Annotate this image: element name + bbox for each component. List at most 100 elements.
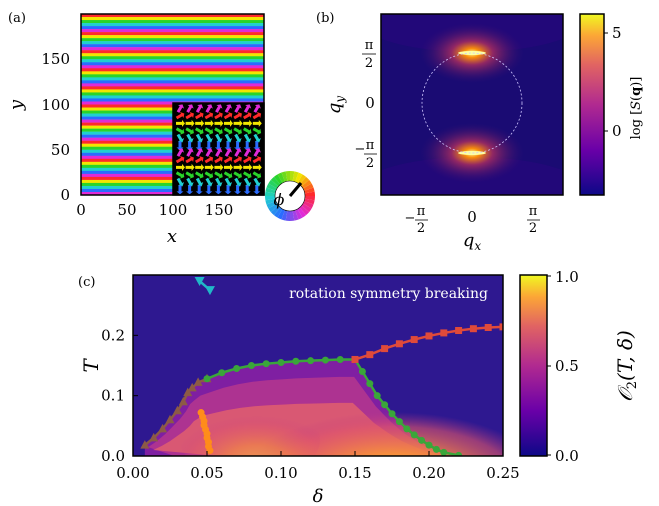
spin-arrow-icon (204, 111, 214, 120)
xtick: 2 (529, 221, 537, 236)
spin-arrow-icon (195, 163, 205, 171)
stripe-row (81, 95, 264, 99)
spin-arrow-icon (233, 111, 242, 120)
data-point (218, 369, 226, 377)
spin-arrow-icon (195, 104, 204, 113)
spin-arrow-icon (185, 163, 195, 171)
spin-arrow-icon (176, 163, 185, 171)
spin-arrow-icon (204, 171, 214, 179)
data-point (455, 451, 463, 456)
data-point (469, 325, 477, 333)
xtick: 0.00 (116, 464, 149, 482)
spin-arrow-icon (176, 141, 184, 151)
spin-arrow-icon (175, 155, 185, 164)
spin-arrow-icon (185, 111, 194, 120)
colorbar-c-tick: 0.0 (555, 447, 579, 465)
spin-arrow-icon (176, 104, 185, 113)
spin-arrow-icon (224, 185, 232, 195)
spin-arrow-icon (253, 133, 261, 143)
xtick: π (529, 204, 538, 219)
spin-arrow-icon (224, 104, 233, 113)
stripe-row (81, 65, 264, 69)
arrow-pattern (175, 104, 262, 195)
stripe-row (81, 83, 264, 87)
xtick: − (405, 211, 416, 226)
ytick: 0 (60, 186, 70, 204)
x-axis-label-b: qx (463, 230, 482, 253)
spin-arrow-icon (243, 163, 253, 171)
data-point (358, 368, 366, 376)
ytick: 0.1 (101, 387, 125, 405)
spin-arrow-icon (253, 185, 261, 195)
spin-arrow-icon (243, 148, 252, 157)
spin-arrow-icon (224, 163, 233, 171)
spin-arrow-icon (176, 177, 185, 187)
stripe-row (81, 14, 264, 18)
data-point (403, 425, 411, 433)
xtick: π (417, 204, 426, 219)
xtick: 0.15 (338, 464, 371, 482)
data-point (206, 447, 214, 455)
y-ticks-c: 0.0 0.1 0.2 (101, 326, 138, 465)
spin-arrow-icon (176, 133, 185, 143)
colorbar-c-tick: 1.0 (555, 268, 579, 286)
stripe-row (81, 77, 264, 81)
spin-arrow-icon (242, 171, 252, 179)
spin-arrow-icon (242, 111, 252, 120)
spin-arrow-icon (252, 119, 262, 127)
data-point (292, 357, 300, 365)
spin-arrow-icon (215, 177, 223, 187)
stripe-row (81, 17, 264, 21)
spin-arrow-icon (214, 163, 224, 171)
spin-arrow-icon (224, 119, 233, 127)
stripe-row (81, 92, 264, 96)
data-point (187, 382, 197, 392)
stripe-row (81, 98, 264, 102)
spin-arrow-icon (214, 185, 222, 195)
stripe-row (81, 74, 264, 78)
stripe-row (81, 56, 264, 60)
ytick: π (365, 38, 374, 53)
stripe-row (81, 44, 264, 48)
panel-b-label: (b) (316, 11, 334, 26)
phase-color-wheel: ϕ (265, 171, 315, 221)
spin-arrow-icon (214, 141, 222, 151)
spin-arrow-icon (234, 133, 242, 143)
data-point (418, 436, 426, 444)
xtick: 0.25 (486, 464, 519, 482)
ytick: π (366, 138, 375, 153)
data-point (455, 327, 463, 335)
data-point (440, 329, 448, 337)
stripe-row (81, 80, 264, 84)
spin-arrow-icon (195, 119, 205, 127)
data-point (440, 448, 448, 456)
stripe-row (81, 71, 264, 75)
spin-arrow-icon (224, 141, 232, 151)
spin-arrow-icon (185, 155, 194, 164)
panel-a-label: (a) (8, 11, 26, 26)
data-point (321, 356, 329, 364)
spin-arrow-icon (195, 148, 204, 157)
spin-arrow-icon (234, 177, 242, 187)
spin-arrow-icon (223, 171, 233, 179)
spin-arrow-icon (204, 127, 214, 135)
spin-arrow-icon (186, 104, 194, 113)
ytick: 0.2 (101, 326, 125, 344)
data-point (484, 323, 492, 331)
panel-a: (a) 0 50 100 150 0 50 100 150 x y ϕ (6, 11, 315, 247)
data-point (499, 323, 503, 331)
spin-arrow-icon (214, 127, 223, 135)
x-axis-label-c: δ (313, 486, 324, 506)
spin-arrow-icon (243, 119, 253, 127)
spin-arrow-icon (194, 171, 204, 179)
x-ticks-b: − π 2 0 π 2 (405, 204, 540, 236)
data-point (262, 360, 270, 368)
y-ticks-b: π 2 0 − π 2 (355, 38, 377, 171)
xtick: 2 (417, 221, 425, 236)
data-point (277, 358, 285, 366)
spin-arrow-icon (243, 133, 252, 143)
stripe-row (81, 35, 264, 39)
stripe-row (81, 29, 264, 33)
ytick: 2 (366, 156, 374, 171)
